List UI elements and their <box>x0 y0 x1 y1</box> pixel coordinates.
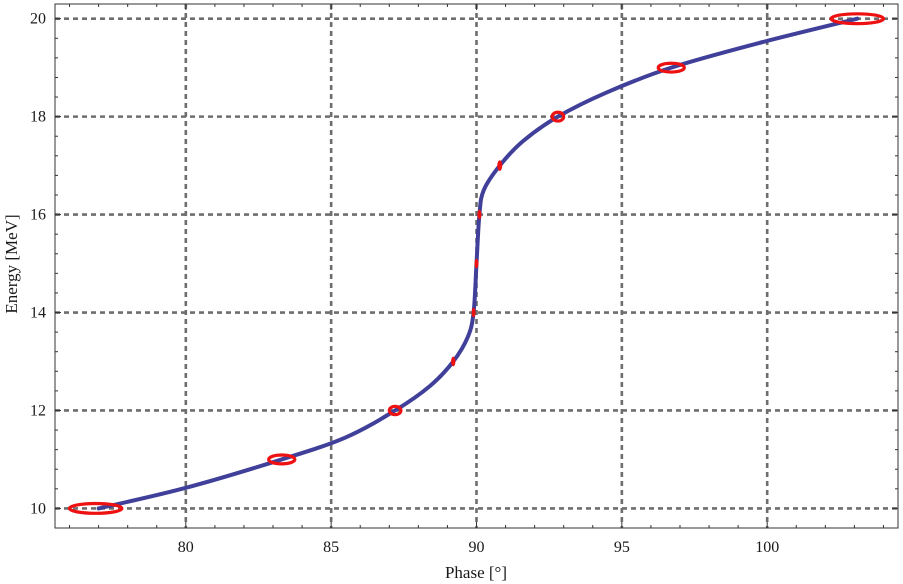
x-tick-label: 90 <box>469 539 485 556</box>
grid-lines <box>55 4 898 528</box>
y-tick-label: 12 <box>30 402 46 419</box>
ellipse-marker <box>829 12 886 26</box>
y-tick-label: 14 <box>30 305 46 322</box>
ellipse-marker <box>471 307 476 318</box>
y-tick-label: 18 <box>30 109 46 126</box>
ellipse-markers <box>67 12 886 515</box>
x-tick-label: 85 <box>323 539 339 556</box>
ellipse-marker <box>550 110 566 123</box>
x-axis-title: Phase [°] <box>445 563 507 582</box>
ellipse-marker <box>451 356 456 367</box>
y-tick-label: 20 <box>30 11 46 28</box>
ellipse-marker <box>267 453 297 466</box>
x-tick-label: 80 <box>178 539 194 556</box>
ellipse-marker <box>474 258 479 269</box>
y-tick-label: 16 <box>30 207 46 224</box>
ellipse-marker <box>656 61 686 74</box>
ellipse-marker <box>477 209 482 220</box>
tick-labels: 80 85 90 95 100 10 12 14 16 18 20 <box>30 11 779 556</box>
ellipse-marker <box>67 501 124 515</box>
x-tick-label: 95 <box>614 539 630 556</box>
y-axis-title: Energy [MeV] <box>2 214 21 313</box>
axis-ticks <box>55 4 898 529</box>
x-tick-label: 100 <box>755 539 779 556</box>
ellipse-marker <box>497 160 503 171</box>
ellipse-marker <box>387 404 403 417</box>
y-tick-label: 10 <box>30 500 46 517</box>
